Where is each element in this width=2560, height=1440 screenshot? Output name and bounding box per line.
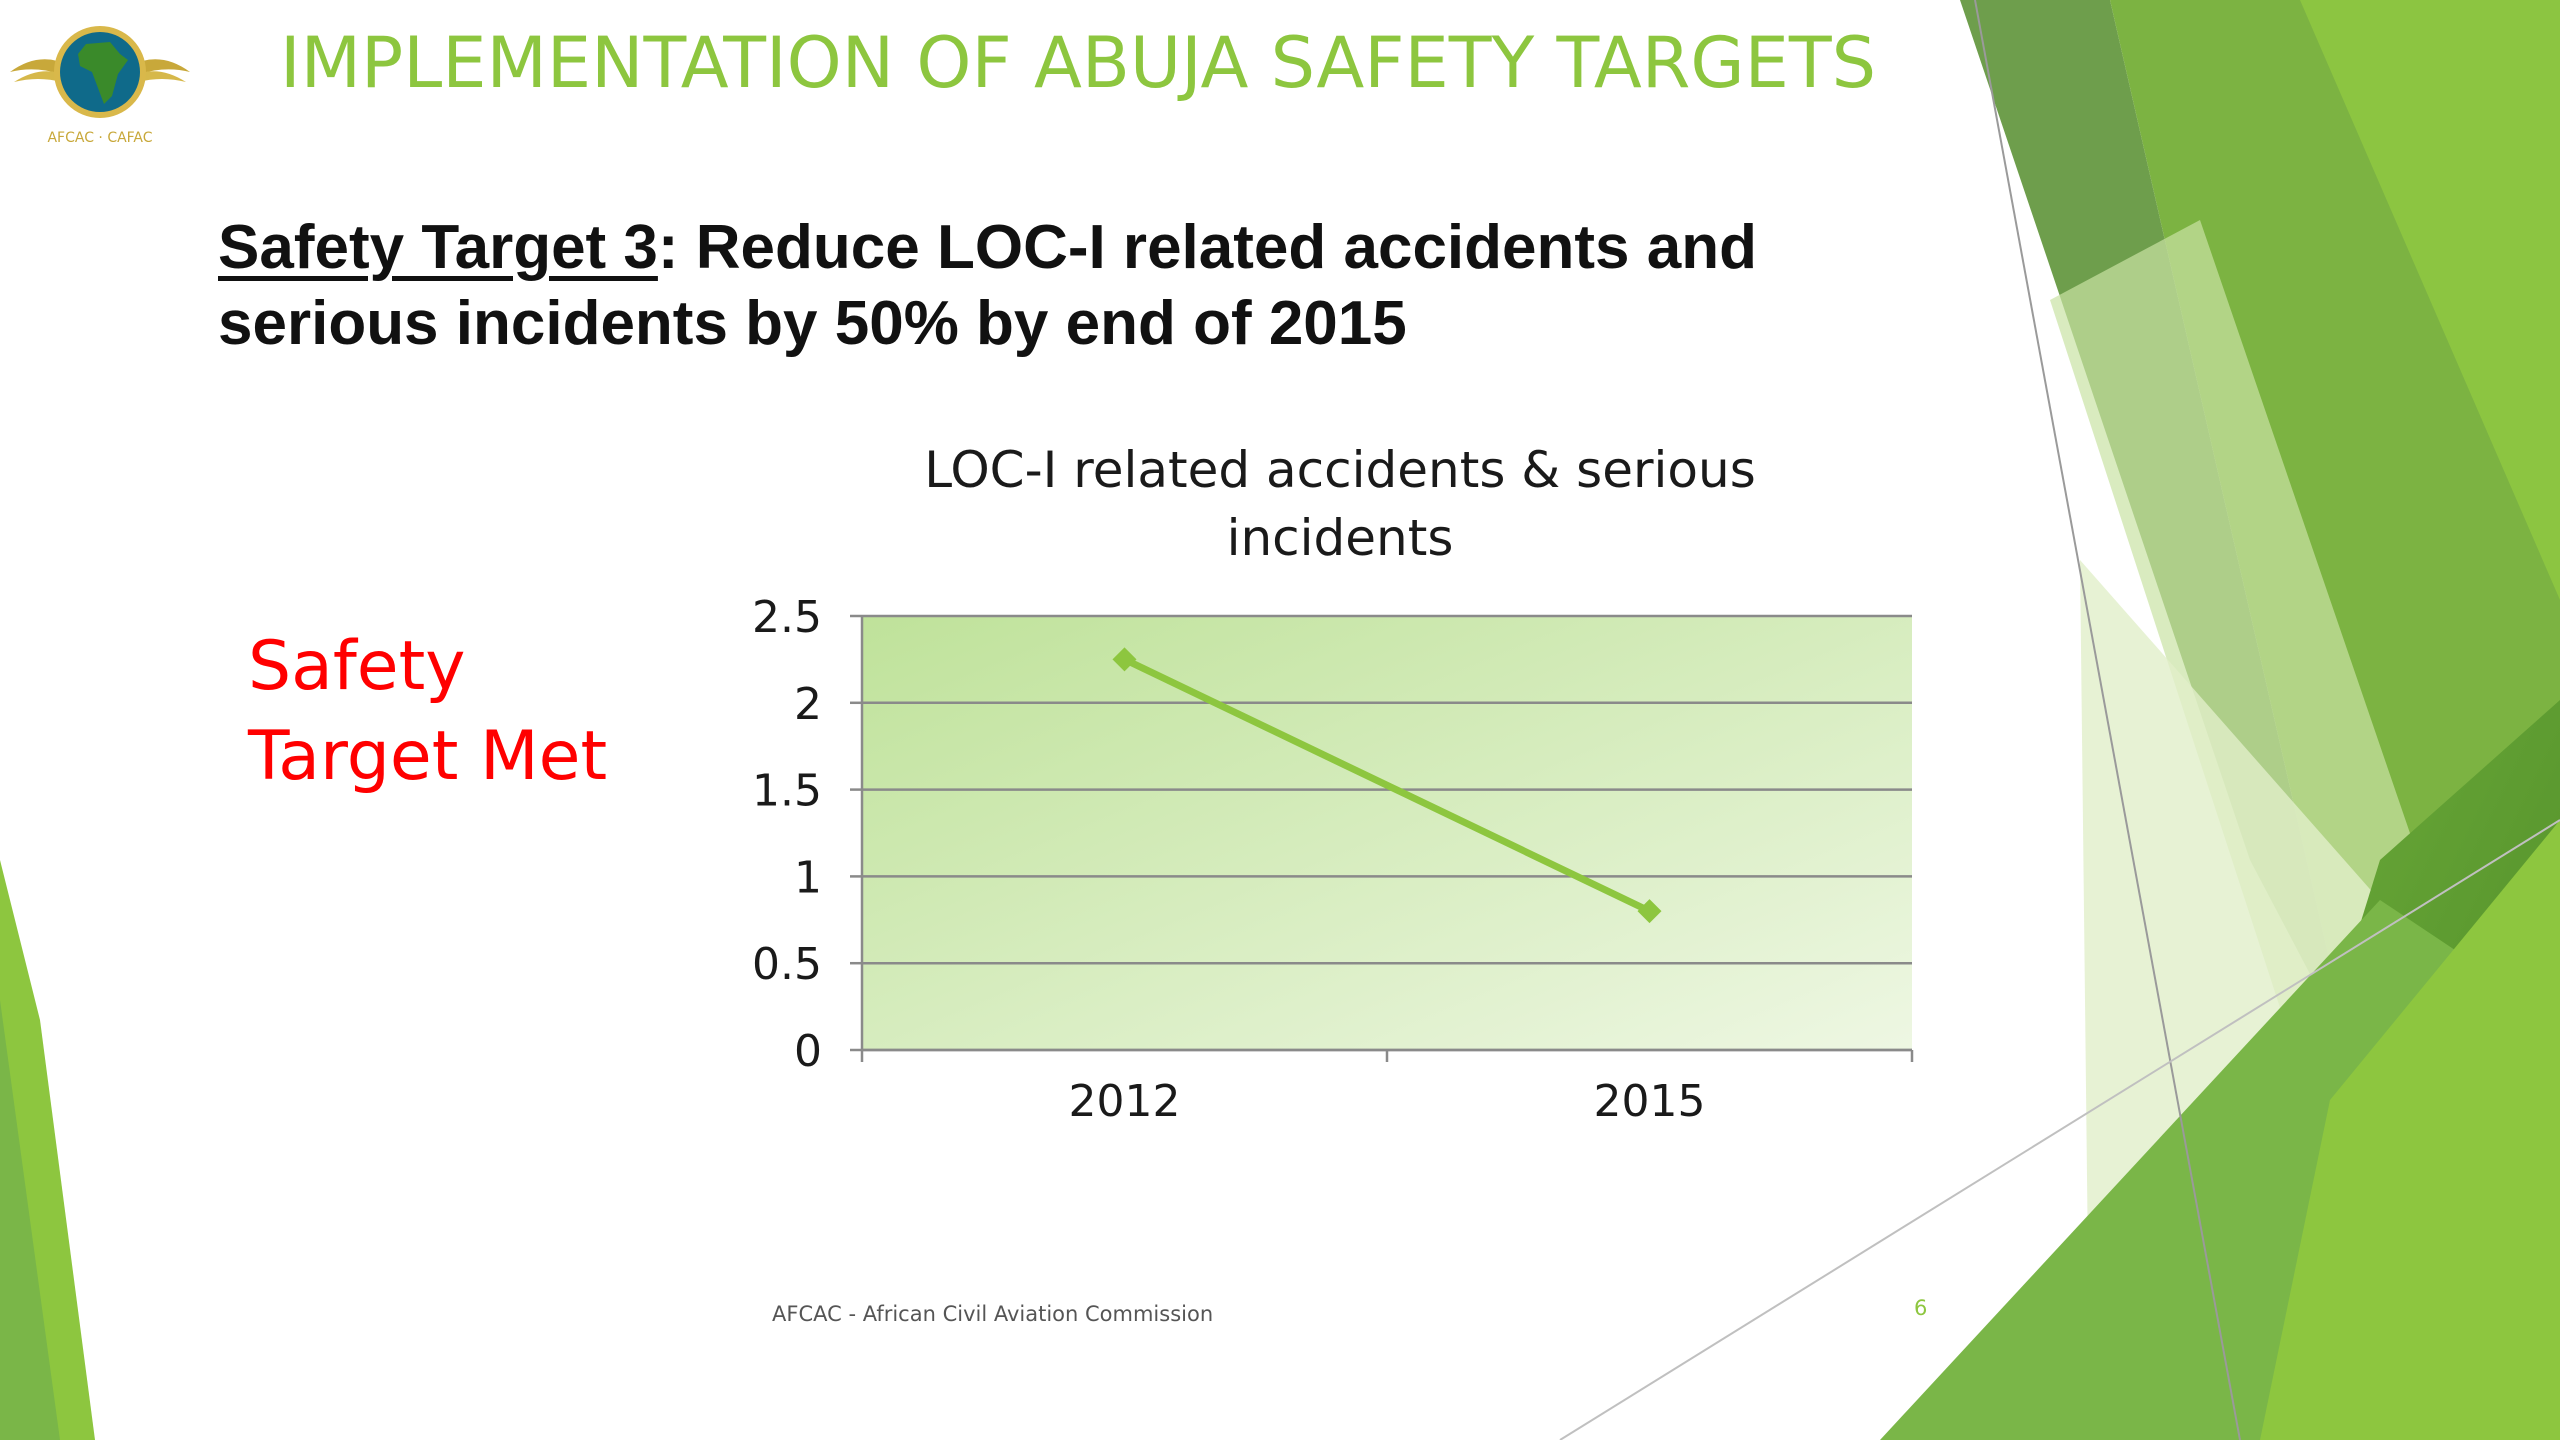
x-tick-labels: 2012 2015 — [1069, 1076, 1706, 1127]
y-tick-label: 2 — [794, 679, 822, 730]
target-status: Safety Target Met — [248, 622, 668, 802]
safety-target-text: : Reduce LOC-I related accidents and ser… — [218, 213, 1757, 358]
data-point — [1637, 899, 1662, 924]
footer-text: AFCAC - African Civil Aviation Commissio… — [772, 1302, 1214, 1326]
line-chart: 0 0.5 1 1.5 2 2.5 2012 2015 — [752, 592, 1914, 1127]
y-tick-labels: 0 0.5 1 1.5 2 2.5 — [752, 592, 822, 1077]
y-tick-label: 2.5 — [752, 592, 822, 643]
y-tick-label: 0.5 — [752, 939, 822, 990]
page-number: 6 — [1914, 1296, 1928, 1320]
decor-line — [1559, 819, 2560, 1440]
y-tick-label: 1.5 — [752, 766, 822, 817]
plot-area — [862, 616, 1912, 1050]
decor-line — [1974, 0, 2241, 1440]
logo-text: AFCAC · CAFAC — [47, 130, 152, 146]
axes — [860, 616, 1914, 1062]
chart-title: LOC-I related accidents & serious incide… — [924, 441, 1756, 567]
series-line — [1122, 656, 1652, 915]
afcac-logo: AFCAC · CAFAC — [10, 26, 190, 146]
decor-shape — [2300, 0, 2560, 600]
data-point — [1112, 647, 1137, 672]
series — [1112, 647, 1662, 924]
safety-target-label: Safety Target 3 — [218, 213, 658, 282]
target-status-line-2: Target Met — [248, 717, 608, 796]
x-tick-label: 2015 — [1594, 1076, 1706, 1127]
decor-shape — [2260, 820, 2560, 1440]
slide-title: IMPLEMENTATION OF ABUJA SAFETY TARGETS — [280, 22, 1877, 104]
decor-shape — [0, 1000, 60, 1440]
target-status-line-1: Safety — [248, 627, 466, 706]
x-tick-label: 2012 — [1069, 1076, 1181, 1127]
y-tick-label: 1 — [794, 852, 822, 903]
safety-target-description: Safety Target 3: Reduce LOC-I related ac… — [218, 210, 1978, 362]
y-tick-label: 0 — [794, 1026, 822, 1077]
